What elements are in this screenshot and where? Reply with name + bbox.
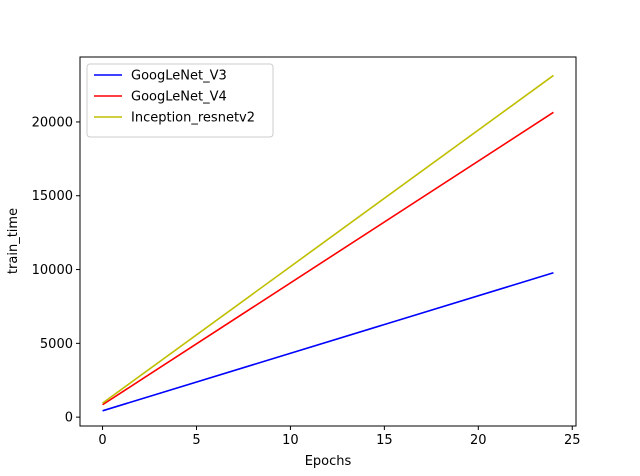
- y-tick-label: 10000: [32, 263, 73, 278]
- x-tick-label: 5: [192, 433, 200, 448]
- x-axis-ticks: 0 5 10 15 20 25: [98, 426, 581, 448]
- y-axis-label: train_time: [6, 208, 21, 274]
- x-tick-label: 15: [376, 433, 393, 448]
- legend-label-googlenet-v4: GoogLeNet_V4: [131, 90, 227, 105]
- legend-label-inception-resnetv2: Inception_resnetv2: [131, 111, 255, 126]
- y-tick-label: 20000: [32, 115, 73, 130]
- x-axis-label: Epochs: [305, 454, 352, 469]
- y-tick-label: 15000: [32, 189, 73, 204]
- legend: GoogLeNet_V3 GoogLeNet_V4 Inception_resnet…: [86, 63, 274, 138]
- series-layer: [102, 74, 554, 412]
- x-tick-label: 20: [470, 433, 487, 448]
- legend-box: [86, 63, 274, 138]
- series-line-googlenet-v3: [102, 272, 554, 412]
- plot-frame: [79, 56, 577, 427]
- x-tick-label: 25: [564, 433, 581, 448]
- series-line-googlenet-v4: [102, 111, 554, 406]
- x-tick-label: 10: [282, 433, 299, 448]
- y-tick-label: 0: [65, 411, 73, 426]
- y-axis-ticks: 0 5000 10000 15000 20000: [32, 115, 80, 426]
- legend-label-googlenet-v3: GoogLeNet_V3: [131, 69, 227, 84]
- y-tick-label: 5000: [40, 337, 73, 352]
- series-line-inception-resnetv2: [102, 74, 554, 404]
- x-tick-label: 0: [98, 433, 106, 448]
